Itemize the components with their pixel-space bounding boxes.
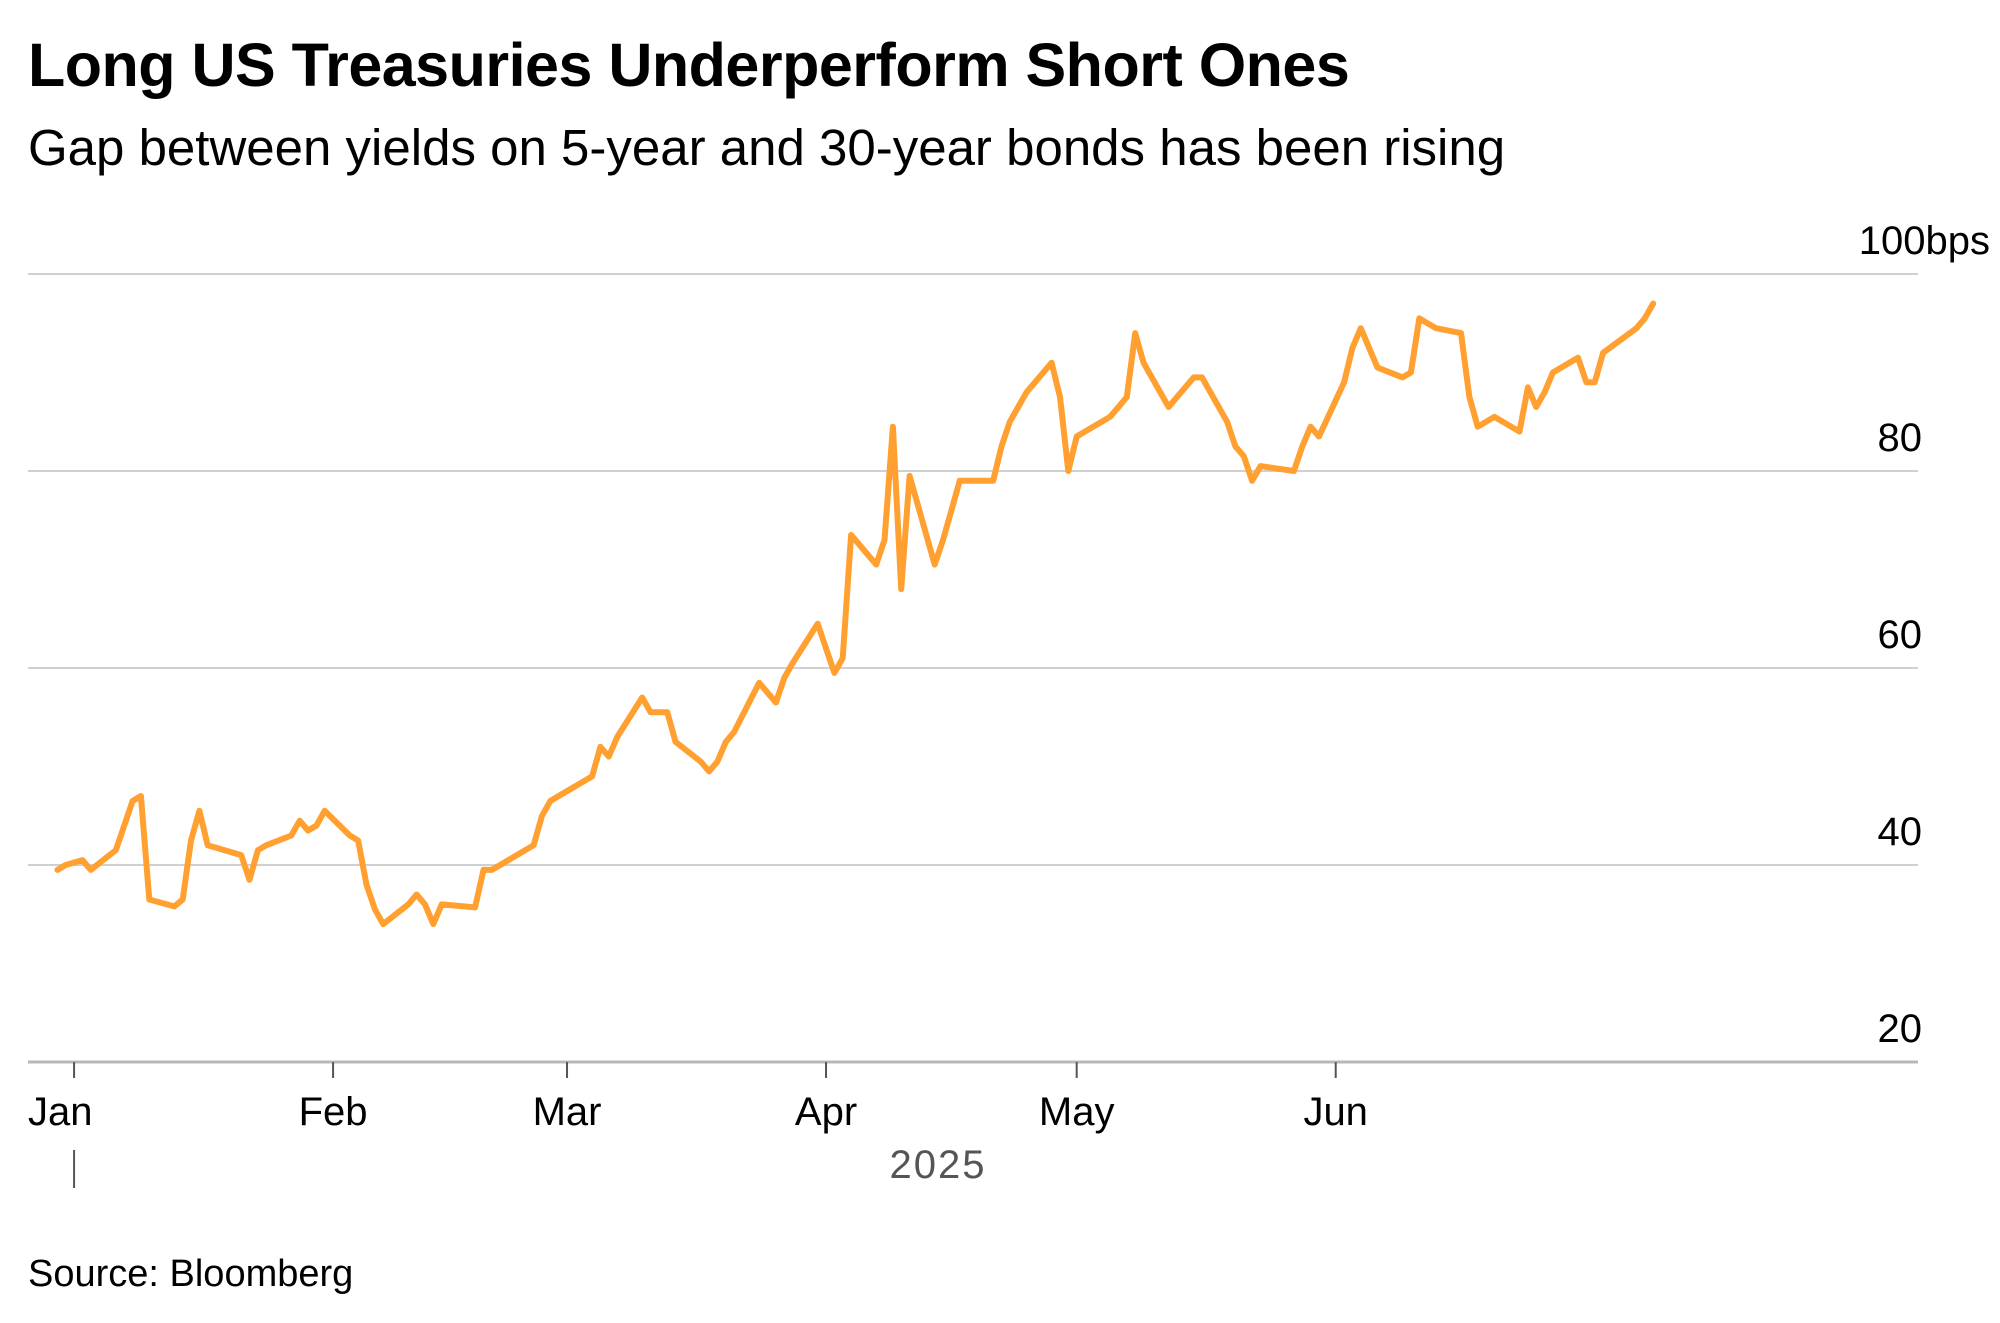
x-tick-label: Feb: [299, 1090, 368, 1134]
y-tick-label: 100bps: [1859, 219, 1990, 263]
x-tick-label: Mar: [533, 1090, 602, 1134]
series-layer: [54, 300, 1657, 928]
y-tick-label: 20: [1878, 1007, 1923, 1051]
x-tick-label: Jun: [1303, 1090, 1368, 1134]
source-note: Source: Bloomberg: [28, 1253, 354, 1295]
y-axis-ticks: 20 40 60 80 100bps: [1859, 219, 1990, 1051]
x-axis-ticks: Jan Feb Mar Apr May Jun 2025: [28, 1062, 1368, 1188]
gridlines: [28, 273, 1918, 1064]
chart-title: Long US Treasuries Underperform Short On…: [28, 31, 1350, 99]
chart-subtitle: Gap between yields on 5-year and 30-year…: [28, 119, 1506, 176]
y-tick-label: 40: [1878, 810, 1923, 854]
y-tick-label: 60: [1878, 613, 1923, 657]
x-tick-label: May: [1039, 1090, 1115, 1134]
year-label: 2025: [890, 1143, 987, 1187]
x-tick-label: Apr: [795, 1090, 857, 1134]
y-tick-label: 80: [1878, 416, 1923, 460]
x-tick-label: Jan: [28, 1090, 93, 1134]
series-line: [54, 300, 1657, 928]
